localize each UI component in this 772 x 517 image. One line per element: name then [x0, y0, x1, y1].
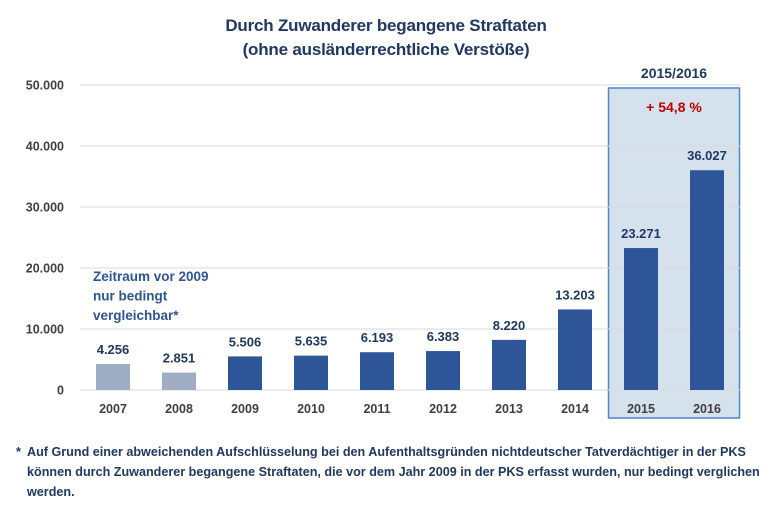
x-axis-labels: 2007 2008 2009 2010 2011 2012 2013 2014 2015 2016: [99, 402, 721, 416]
value-label-2014: 13.203: [555, 287, 595, 302]
footnote: * Auf Grund einer abweichenden Aufschlüs…: [16, 442, 766, 502]
x-tick-label: 2007: [99, 402, 127, 416]
bar-2012: [426, 351, 460, 390]
bars: [96, 170, 724, 390]
x-tick-label: 2008: [165, 402, 193, 416]
highlight-label: 2015/2016: [641, 65, 707, 81]
footnote-text: Auf Grund einer abweichenden Aufschlüsse…: [27, 445, 760, 499]
x-tick-label: 2012: [429, 402, 457, 416]
value-label-2010: 5.635: [295, 334, 328, 349]
value-label-2011: 6.193: [361, 330, 394, 345]
x-tick-label: 2013: [495, 402, 523, 416]
bar-2013: [492, 339, 526, 390]
bar-2016: [690, 170, 724, 390]
value-label-2015: 23.271: [621, 226, 661, 241]
value-label-2007: 4.256: [97, 342, 130, 357]
y-tick-label: 0: [57, 384, 64, 398]
x-tick-label: 2016: [693, 402, 721, 416]
chart-title: Durch Zuwanderer begangene Straftaten (o…: [0, 14, 772, 62]
x-tick-label: 2010: [297, 402, 325, 416]
bar-2008: [162, 372, 196, 390]
value-label-2016: 36.027: [687, 148, 727, 163]
footnote-marker: *: [16, 445, 21, 459]
y-tick-label: 30.000: [26, 201, 64, 215]
value-labels: 4.256 2.851 5.506 5.635 6.193 6.383 8.220 13.20…: [97, 148, 727, 365]
y-tick-label: 50.000: [26, 79, 64, 93]
bar-2010: [294, 355, 328, 390]
value-label-2009: 5.506: [229, 334, 262, 349]
change-percent-label: + 54,8 %: [646, 99, 702, 115]
bar-2007: [96, 364, 130, 390]
bar-chart: 0 10.000 20.000 30.000 40.000 50.000 4.256 2.8…: [26, 65, 741, 419]
annotations: 2015/2016 + 54,8 % Zeitraum vor 2009 nur be…: [93, 65, 707, 323]
y-axis-labels: 0 10.000 20.000 30.000 40.000 50.000: [26, 79, 64, 398]
y-tick-label: 40.000: [26, 140, 64, 154]
comparability-note-line: vergleichbar*: [93, 308, 179, 323]
comparability-note-line: nur bedingt: [93, 289, 168, 304]
value-label-2008: 2.851: [163, 351, 196, 366]
value-label-2013: 8.220: [493, 318, 526, 333]
bar-2011: [360, 352, 394, 390]
value-label-2012: 6.383: [427, 329, 460, 344]
title-line-1: Durch Zuwanderer begangene Straftaten: [225, 16, 547, 35]
y-tick-label: 20.000: [26, 262, 64, 276]
x-tick-label: 2011: [363, 402, 390, 416]
bar-2009: [228, 356, 262, 390]
bar-2015: [624, 248, 658, 390]
bar-2014: [558, 309, 592, 390]
title-line-2: (ohne ausländerrechtliche Verstöße): [242, 40, 530, 59]
x-tick-label: 2014: [561, 402, 589, 416]
x-tick-label: 2009: [231, 402, 259, 416]
comparability-note-line: Zeitraum vor 2009: [93, 269, 209, 284]
x-tick-label: 2015: [627, 402, 655, 416]
comparability-note: Zeitraum vor 2009 nur bedingt vergleichbar…: [93, 269, 209, 323]
y-tick-label: 10.000: [26, 323, 64, 337]
